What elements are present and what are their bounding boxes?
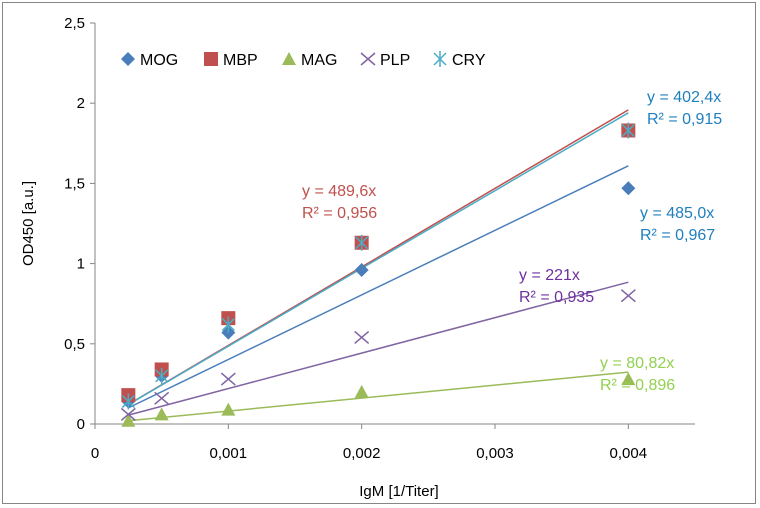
r-squared-label: R² = 0,915 (647, 111, 722, 128)
x-tick-label: 0,001 (210, 445, 248, 462)
x-tick-label: 0,002 (343, 445, 381, 462)
point-plp (354, 330, 370, 344)
y-tick-label: 0,5 (64, 336, 85, 353)
point-mag (621, 372, 636, 386)
trendline-equation: y = 489,6x (302, 183, 376, 200)
x-tick-label: 0,004 (610, 445, 648, 462)
trendline-equation: y = 485,0x (640, 205, 714, 222)
point-plp (220, 372, 236, 386)
point-cry (121, 393, 135, 410)
trendlines (127, 109, 629, 422)
annotations: y = 489,6x R² = 0,956 y = 402,4x R² = 0,915… (302, 89, 722, 394)
trendline-cry (127, 112, 629, 406)
trendline-equation: y = 402,4x (647, 89, 721, 106)
r-squared-label: R² = 0,956 (302, 205, 377, 222)
point-mag (121, 413, 136, 427)
y-tick-label: 0 (77, 416, 85, 433)
legend-label-mog: MOG (140, 52, 178, 69)
trendline-equation: y = 221x (519, 267, 580, 284)
point-cry (221, 316, 235, 333)
y-axis-title: OD450 [a.u.] (20, 181, 37, 266)
point-plp (154, 391, 170, 405)
legend: MOG MBP MAG PLP CRY (121, 51, 486, 69)
legend-marker-mbp (204, 52, 218, 66)
point-mog (354, 263, 369, 278)
point-mag (221, 402, 236, 416)
legend-label-cry: CRY (452, 52, 486, 69)
legend-marker-mag (282, 52, 296, 65)
x-tick-label: 0,003 (476, 445, 514, 462)
legend-marker-mog (121, 52, 135, 66)
y-tick-label: 2,5 (64, 15, 85, 32)
legend-marker-cry (433, 51, 447, 67)
y-tick-label: 2 (77, 95, 85, 112)
trendline-mog (128, 165, 629, 409)
point-mag (154, 407, 169, 421)
point-cry (355, 234, 369, 251)
trendline-plp (128, 281, 629, 416)
axes: 0 0,5 1 1,5 2 2,5 0 0,001 0,002 0,003 0,004 (64, 15, 695, 462)
x-tick-label: 0 (91, 445, 99, 462)
data-points (120, 122, 636, 427)
legend-marker-plp (360, 52, 376, 66)
legend-label-mbp: MBP (223, 52, 258, 69)
y-tick-label: 1 (77, 256, 85, 273)
y-tick-label: 1,5 (64, 175, 85, 192)
point-plp (620, 289, 636, 303)
point-cry (621, 122, 635, 139)
r-squared-label: R² = 0,967 (640, 227, 715, 244)
legend-label-mag: MAG (301, 52, 337, 69)
r-squared-label: R² = 0,896 (600, 377, 675, 394)
legend-label-plp: PLP (380, 52, 410, 69)
trendline-mag (128, 371, 629, 422)
point-mog (621, 181, 636, 196)
point-cry (155, 367, 169, 384)
point-plp (120, 407, 136, 421)
x-axis-title: IgM [1/Titer] (359, 483, 438, 500)
trendline-equation: y = 80,82x (600, 355, 674, 372)
point-mag (354, 384, 369, 398)
r-squared-label: R² = 0,935 (519, 289, 594, 306)
